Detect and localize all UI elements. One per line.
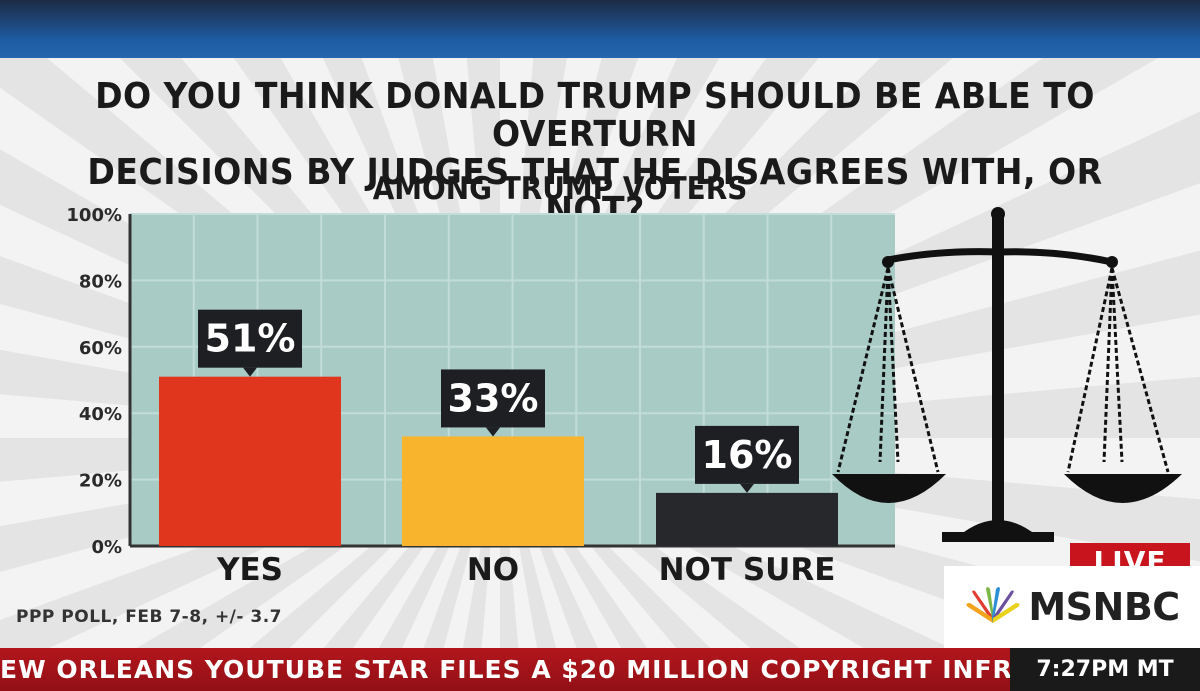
y-tick-label: 80% (79, 271, 122, 292)
bar (402, 436, 584, 546)
value-label: 51% (205, 317, 296, 361)
bar (159, 376, 341, 546)
category-label: NOT SURE (659, 552, 836, 588)
network-name: MSNBC (1028, 585, 1180, 629)
value-label-box (198, 309, 302, 368)
poll-source: PPP POLL, FEB 7-8, +/- 3.7 (16, 607, 282, 627)
category-labels: YES NO NOT SURE (216, 552, 835, 588)
news-ticker: EW ORLEANS YOUTUBE STAR FILES A $20 MILL… (0, 648, 1200, 691)
value-label: 33% (448, 376, 539, 420)
value-label-pointer (243, 367, 257, 377)
category-label: NO (467, 552, 519, 588)
ticker-headline: EW ORLEANS YOUTUBE STAR FILES A $20 MILL… (0, 655, 1085, 684)
chart-title: DO YOU THINK DONALD TRUMP SHOULD BE ABLE… (87, 76, 1103, 231)
value-label-box (695, 425, 799, 484)
bars (159, 376, 838, 546)
chart-subtitle: AMONG TRUMP VOTERS (372, 171, 748, 207)
value-label-pointer (740, 483, 754, 493)
value-label-box (441, 369, 545, 428)
y-tick-label: 0% (91, 537, 122, 558)
value-labels: 51% 33% 16% (198, 309, 799, 493)
category-label: YES (216, 552, 283, 588)
y-axis-ticks: 0% 20% 40% 60% 80% 100% (66, 205, 122, 558)
value-label: 16% (702, 433, 793, 477)
y-tick-label: 60% (79, 338, 122, 359)
bar (656, 492, 838, 546)
y-tick-label: 40% (79, 404, 122, 425)
peacock-icon (966, 587, 1020, 623)
y-tick-label: 20% (79, 471, 122, 492)
scales-of-justice-icon (832, 207, 1182, 542)
ticker-time: 7:27PM MT (1010, 648, 1200, 691)
value-label-pointer (486, 427, 500, 437)
network-logo: MSNBC (944, 566, 1200, 648)
y-tick-label: 100% (66, 205, 122, 226)
